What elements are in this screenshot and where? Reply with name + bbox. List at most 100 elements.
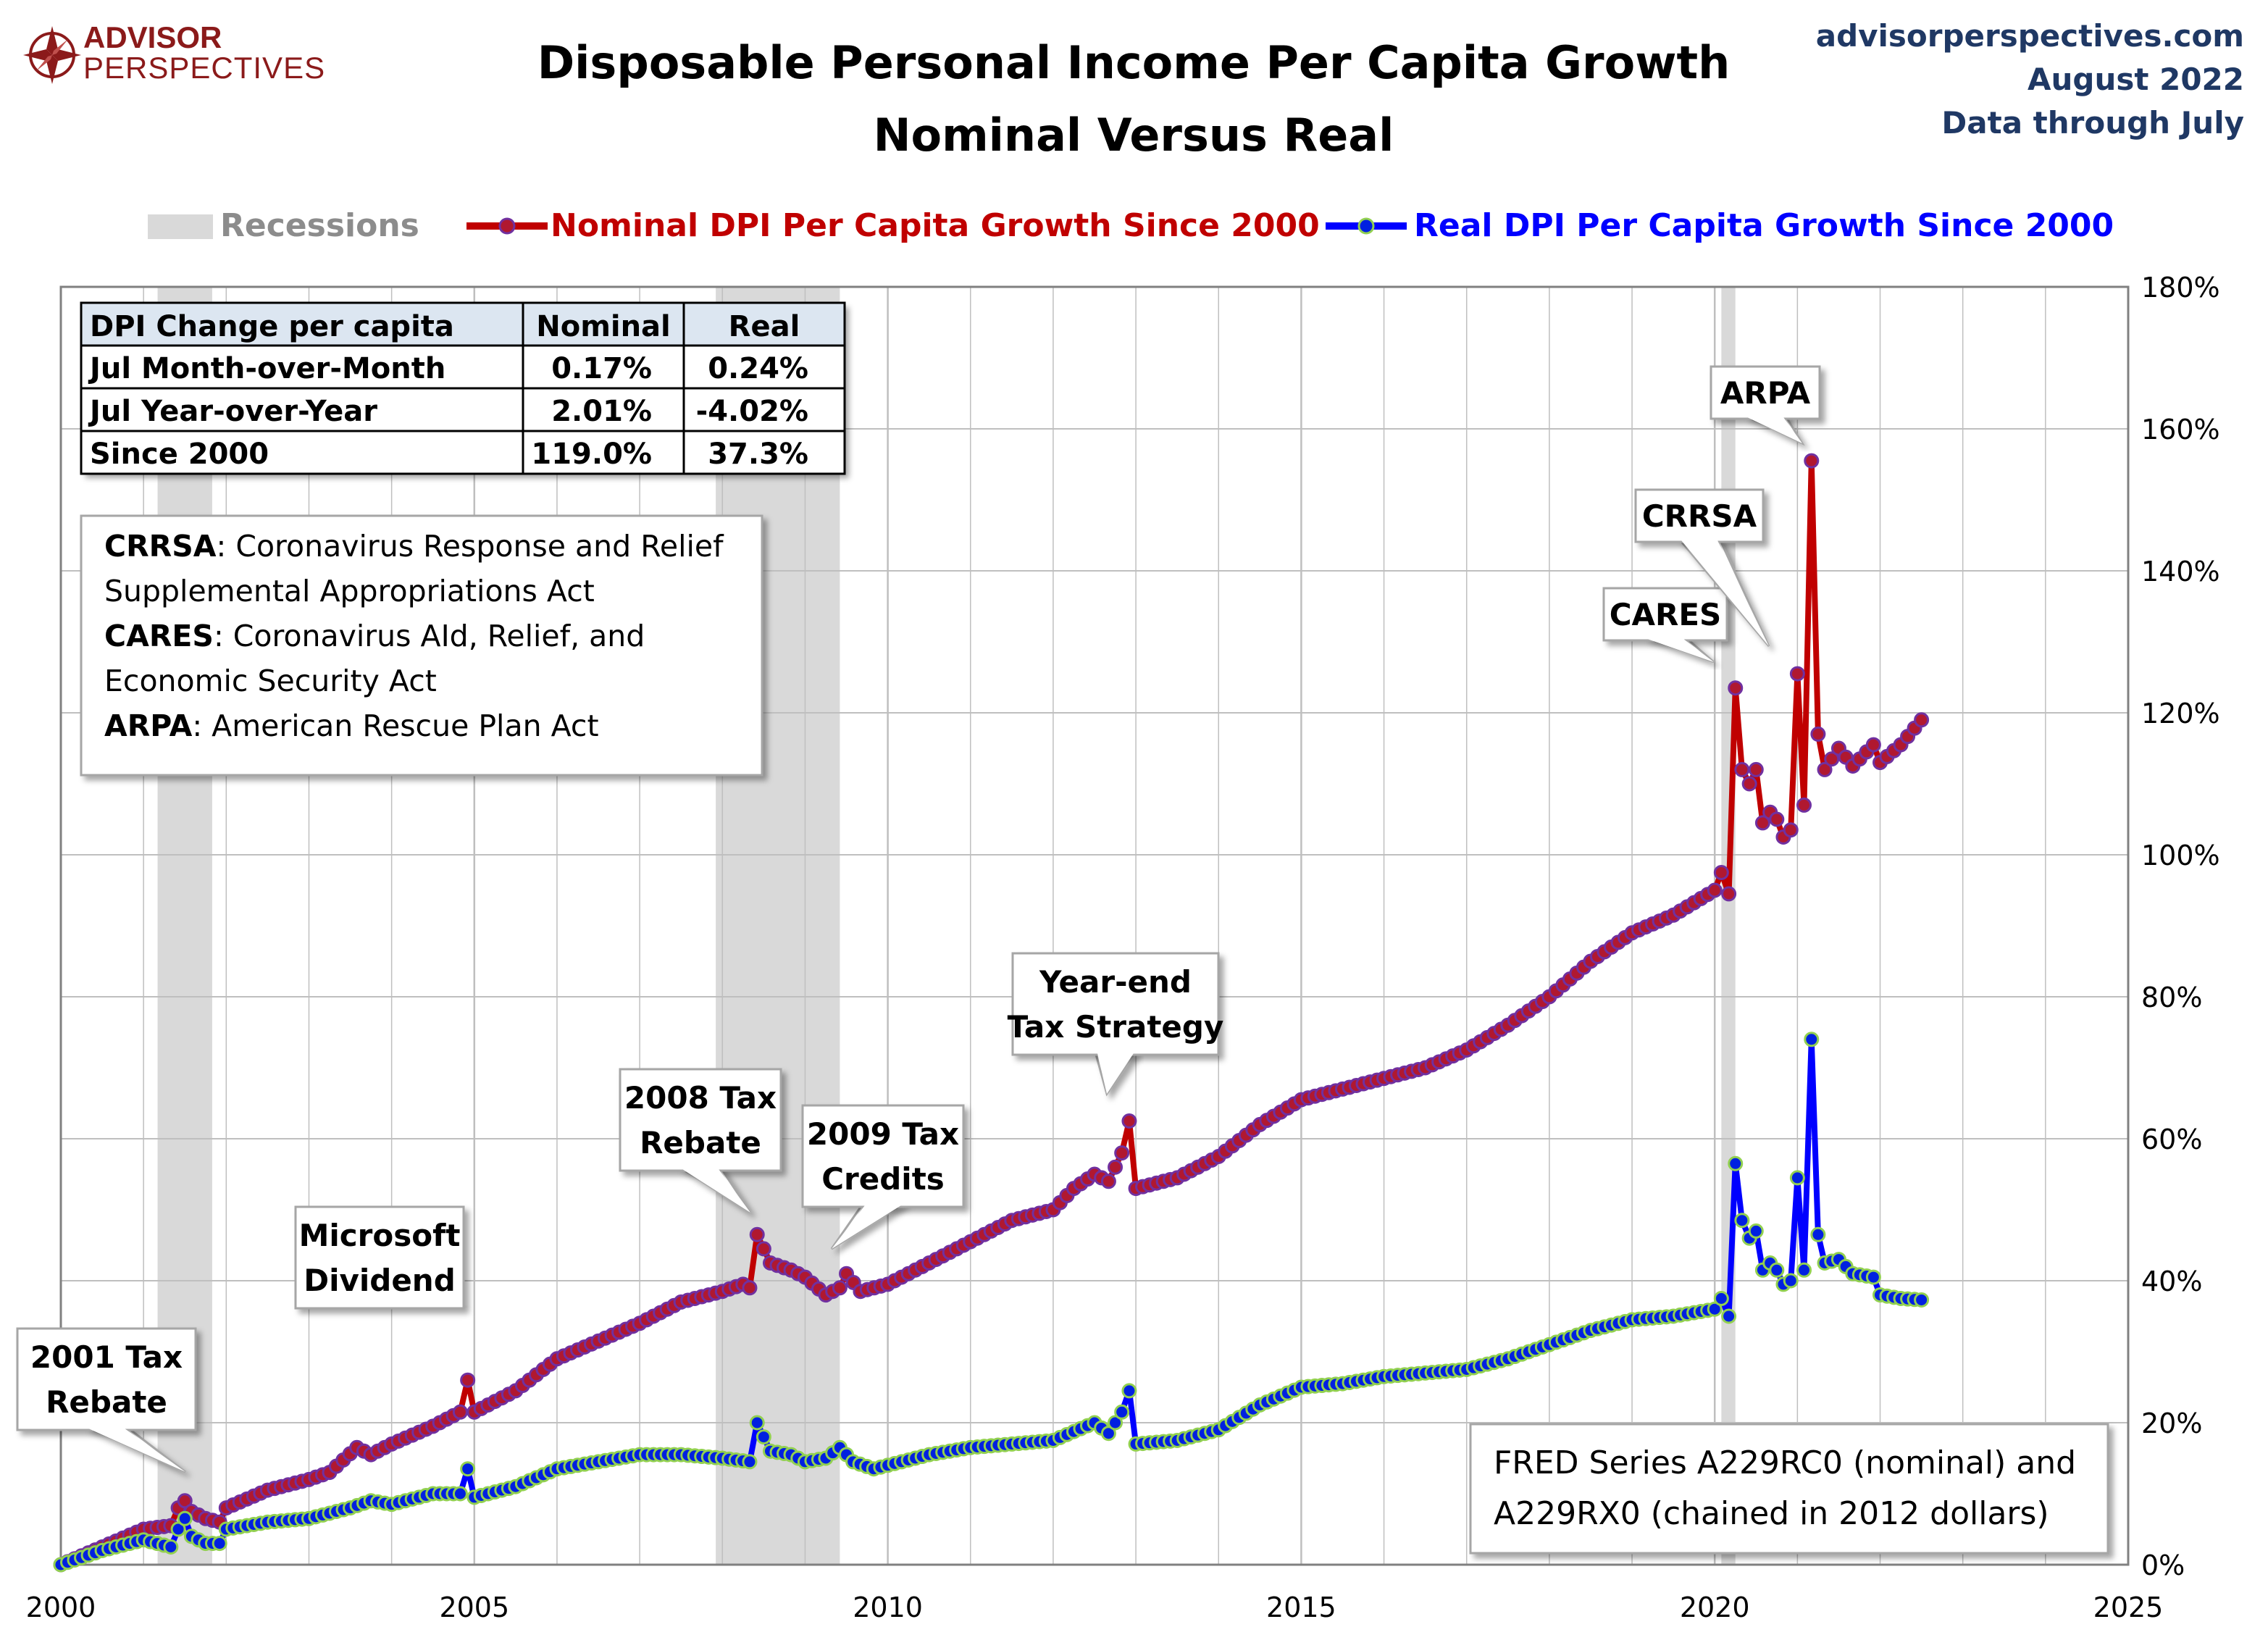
table-row-label: Jul Year-over-Year: [88, 395, 377, 428]
data-point-real: [1114, 1404, 1130, 1420]
annotation-label: Credits: [821, 1161, 945, 1197]
legend-marker-nominal: [498, 217, 516, 235]
annotation-callout: 2009 Tax Credits: [801, 1104, 965, 1250]
table-cell-nominal: 0.17%: [551, 352, 652, 385]
table-row-label: Jul Month-over-Month: [88, 352, 445, 385]
acronym-box: CRRSA: Coronavirus Response and Relief S…: [80, 514, 763, 777]
annotation-label: ARPA: [1720, 375, 1811, 411]
legend-marker-real: [1357, 217, 1375, 235]
annotation-callout: CARES: [1602, 587, 1728, 664]
data-point-real: [170, 1521, 186, 1537]
data-point-nominal: [1713, 865, 1729, 880]
data-point-real: [452, 1486, 468, 1502]
data-point-real: [1804, 1032, 1820, 1047]
table-cell-real: 0.24%: [708, 352, 808, 385]
x-tick-label: 2025: [2093, 1591, 2164, 1623]
data-point-nominal: [1728, 680, 1744, 696]
table-header-label: DPI Change per capita: [90, 310, 454, 343]
data-point-real: [1728, 1155, 1744, 1171]
data-point-nominal: [1865, 737, 1881, 753]
data-point-real: [1713, 1291, 1729, 1306]
table-header-real: Real: [729, 310, 800, 343]
callout-pointer-fill: [88, 1429, 185, 1472]
brand-logo: ADVISOR PERSPECTIVES: [23, 20, 325, 85]
data-point-nominal: [832, 1280, 848, 1296]
annotation-label: CARES: [1610, 597, 1722, 632]
acronym-line: Economic Security Act: [104, 664, 437, 698]
data-point-nominal: [460, 1372, 476, 1388]
data-point-real: [1865, 1269, 1881, 1285]
data-point-nominal: [1804, 453, 1820, 469]
data-point-real: [1121, 1383, 1137, 1399]
y-tick-label: 60%: [2141, 1124, 2202, 1155]
annotation-label: Year-end: [1039, 964, 1192, 1000]
annotation-callout: ARPA: [1710, 365, 1821, 446]
annotation-callout: CRRSA: [1634, 488, 1770, 647]
acronym-line: Supplemental Appropriations Act: [104, 574, 595, 608]
annotation-label: Rebate: [46, 1384, 167, 1420]
data-point-nominal: [742, 1280, 758, 1296]
brand-name-line2: PERSPECTIVES: [83, 51, 325, 85]
annotation-label: Rebate: [640, 1125, 761, 1160]
callout-pointer-fill: [1681, 540, 1769, 646]
annotation-label: Dividend: [304, 1263, 456, 1298]
legend: Recessions Nominal DPI Per Capita Growth…: [148, 207, 2114, 244]
data-point-real: [1789, 1170, 1805, 1186]
data-point-real: [177, 1510, 193, 1526]
data-point-real: [1707, 1301, 1723, 1317]
data-point-nominal: [1707, 882, 1723, 898]
y-tick-label: 40%: [2141, 1266, 2202, 1297]
annotations: 2001 Tax Rebate Microsoft Dividend 2008 Tax R…: [16, 365, 1821, 1473]
recession-band: [1721, 287, 1736, 1565]
plot-frame: [59, 285, 2130, 1566]
callout-pointer-fill: [682, 1169, 750, 1213]
data-point-real: [1769, 1262, 1785, 1278]
data-point-nominal: [749, 1226, 765, 1242]
series-nominal: [53, 453, 1930, 1573]
callout-box: [1011, 952, 1220, 1056]
callout-pointer-fill: [1097, 1053, 1134, 1094]
callout-pointer-fill: [1647, 639, 1714, 662]
y-tick-label: 180%: [2141, 272, 2220, 304]
callout-box: [1634, 488, 1765, 543]
data-point-nominal: [1789, 666, 1805, 682]
data-point-nominal: [1783, 822, 1799, 838]
data-point-real: [212, 1536, 227, 1552]
data-point-real: [1734, 1213, 1750, 1229]
data-point-real: [1108, 1415, 1123, 1431]
publish-date: August 2022: [2028, 62, 2244, 97]
data-point-real: [1721, 1308, 1737, 1324]
acronym-line: ARPA: American Rescue Plan Act: [104, 708, 599, 743]
site-url: advisorperspectives.com: [1816, 18, 2244, 54]
table-cell-real: -4.02%: [696, 395, 808, 428]
data-point-nominal: [1741, 776, 1757, 792]
callout-box: [16, 1327, 197, 1431]
acronym-line: CRRSA: Coronavirus Response and Relief: [104, 529, 724, 564]
data-point-real: [1100, 1426, 1116, 1442]
table-cell-nominal: 2.01%: [551, 395, 652, 428]
data-point-nominal: [1108, 1159, 1123, 1175]
data-point-nominal: [1748, 761, 1764, 777]
chart-title-line1: Disposable Personal Income Per Capita Gr…: [537, 36, 1731, 89]
table-row-label: Since 2000: [90, 438, 269, 471]
y-tick-label: 120%: [2141, 698, 2220, 729]
data-point-nominal: [1769, 811, 1785, 827]
table-cell-nominal: 119.0%: [531, 438, 652, 471]
data-point-real: [1783, 1273, 1799, 1289]
callout-box: [801, 1104, 965, 1208]
callout-box: [294, 1205, 465, 1310]
annotation-label: 2008 Tax: [624, 1080, 777, 1116]
source-note: FRED Series A229RC0 (nominal) and A229RX…: [1469, 1423, 2109, 1555]
data-point-nominal: [1754, 815, 1770, 831]
chart-title-line2: Nominal Versus Real: [874, 109, 1394, 162]
callout-box: [619, 1068, 782, 1172]
series-real: [53, 1032, 1930, 1573]
x-tick-label: 2015: [1266, 1591, 1336, 1623]
brand-name-line1: ADVISOR: [83, 20, 222, 54]
y-tick-label: 160%: [2141, 414, 2220, 446]
series: [53, 453, 1930, 1573]
table-cell-real: 37.3%: [708, 438, 808, 471]
data-point-nominal: [1914, 712, 1930, 728]
data-point-nominal: [1121, 1113, 1137, 1129]
source-line: FRED Series A229RC0 (nominal) and: [1494, 1444, 2076, 1481]
